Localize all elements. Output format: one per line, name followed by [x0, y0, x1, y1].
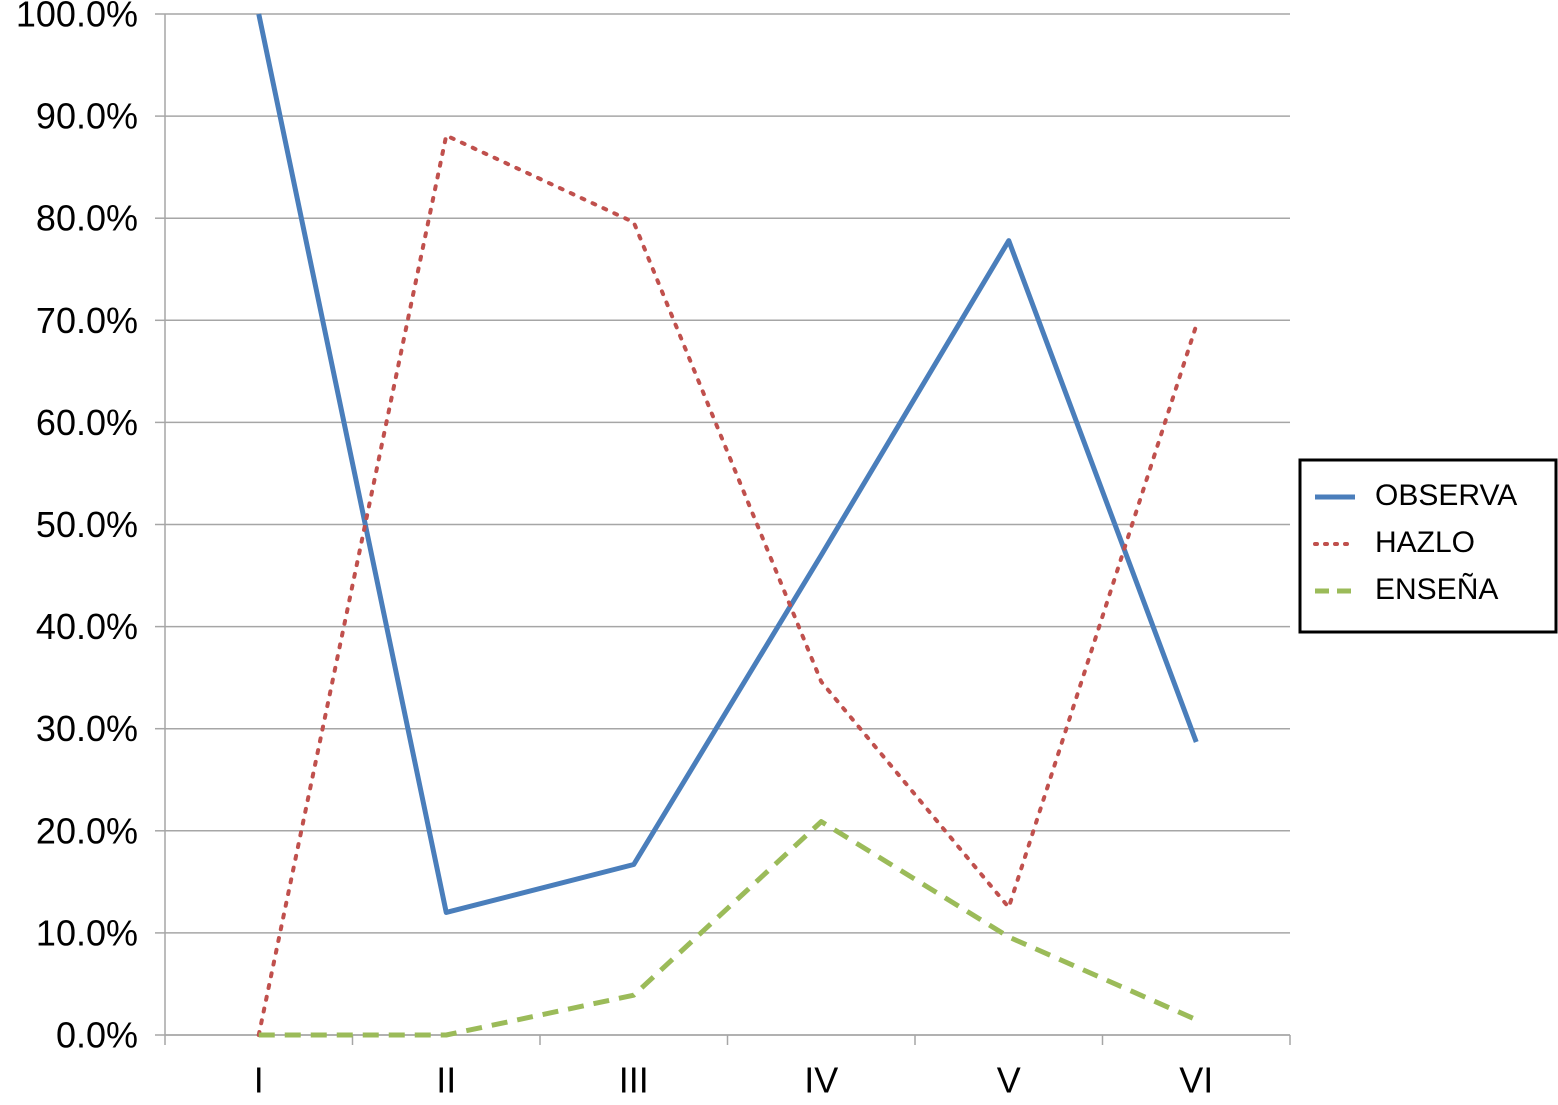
y-tick-label: 30.0% — [36, 708, 138, 749]
legend-label: HAZLO — [1375, 526, 1475, 559]
legend: OBSERVA HAZLO ENSEÑA — [1298, 458, 1558, 634]
y-tick-label: 80.0% — [36, 198, 138, 239]
x-tick-label: IV — [804, 1060, 838, 1101]
legend-label: OBSERVA — [1375, 479, 1517, 512]
y-tick-label: 70.0% — [36, 300, 138, 341]
legend-box — [1298, 458, 1558, 634]
x-tick-label: I — [254, 1060, 264, 1101]
legend-label: ENSEÑA — [1375, 572, 1498, 606]
x-tick-label: VI — [1179, 1060, 1213, 1101]
series-line — [256, 133, 1199, 1037]
y-tick-label: 10.0% — [36, 912, 138, 953]
y-tick-label: 0.0% — [56, 1015, 138, 1056]
x-tick-label: III — [619, 1060, 649, 1101]
y-tick-label: 60.0% — [36, 402, 138, 443]
x-tick-label: V — [997, 1060, 1021, 1101]
x-tick-label: II — [436, 1060, 456, 1101]
y-tick-label: 20.0% — [36, 810, 138, 851]
y-tick-label: 90.0% — [36, 96, 138, 137]
y-tick-label: 40.0% — [36, 606, 138, 647]
y-tick-label: 50.0% — [36, 504, 138, 545]
y-tick-label: 100.0% — [16, 0, 138, 35]
series-line — [258, 819, 1198, 1038]
series-line — [256, 13, 1199, 915]
